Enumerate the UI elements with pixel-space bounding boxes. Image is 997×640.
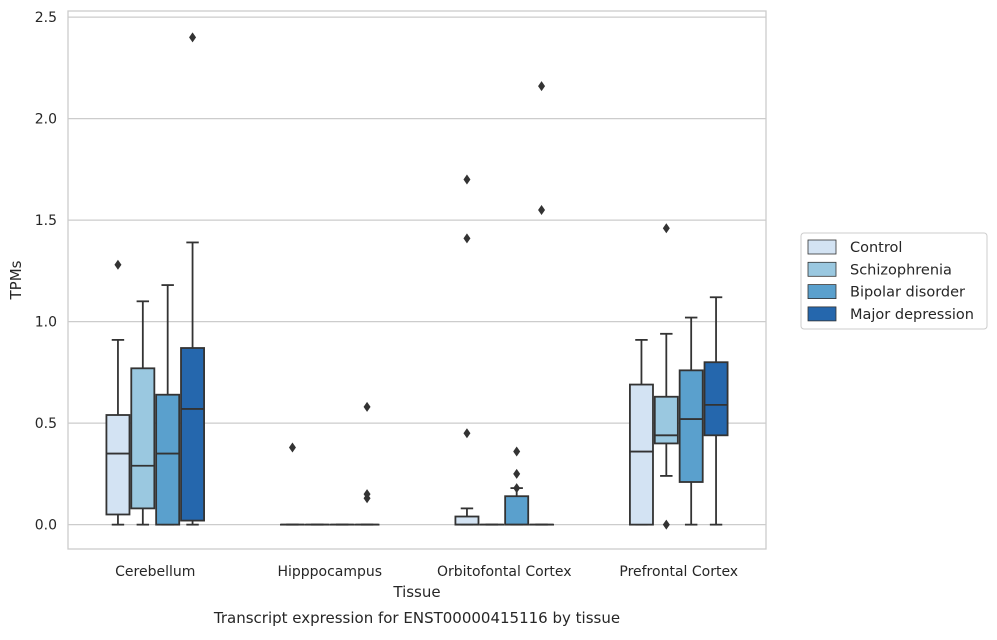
box-iqr: [106, 415, 129, 514]
box-iqr: [505, 496, 528, 524]
x-tick-label: Orbitofontal Cortex: [437, 564, 572, 580]
y-tick-label: 2.5: [35, 10, 57, 26]
legend-swatch: [808, 240, 836, 254]
box-iqr: [181, 348, 204, 521]
legend-label: Control: [850, 240, 902, 256]
legend-swatch: [808, 262, 836, 276]
box-iqr: [455, 517, 478, 525]
x-tick-label: Prefrontal Cortex: [619, 564, 738, 580]
box-iqr: [655, 397, 678, 444]
chart-caption: Transcript expression for ENST0000041511…: [213, 609, 620, 627]
y-tick-label: 2.0: [35, 112, 57, 128]
legend-label: Schizophrenia: [850, 262, 952, 278]
box-iqr: [680, 370, 703, 482]
legend-label: Bipolar disorder: [850, 285, 965, 301]
x-tick-label: Cerebellum: [115, 564, 195, 580]
box-iqr: [156, 395, 179, 525]
y-axis-label: TPMs: [7, 260, 25, 300]
y-tick-label: 1.5: [35, 213, 57, 229]
x-tick-label: Hipppocampus: [277, 564, 382, 580]
legend: Control Schizophrenia Bipolar disorder Majo…: [801, 233, 987, 329]
y-tick-label: 1.0: [35, 315, 57, 331]
x-axis-label: Tissue: [392, 583, 440, 601]
legend-swatch: [808, 285, 836, 299]
box-iqr: [705, 362, 728, 435]
x-tick-labels: Cerebellum Hipppocampus Orbitofontal Corte…: [115, 564, 738, 580]
box-iqr: [131, 368, 154, 508]
y-tick-label: 0.5: [35, 416, 57, 432]
y-tick-label: 0.0: [35, 518, 57, 534]
legend-label: Major depression: [850, 307, 974, 323]
box-iqr: [630, 385, 653, 525]
y-tick-labels: 0.0 0.5 1.0 1.5 2.0 2.5: [35, 10, 57, 534]
legend-swatch: [808, 307, 836, 321]
